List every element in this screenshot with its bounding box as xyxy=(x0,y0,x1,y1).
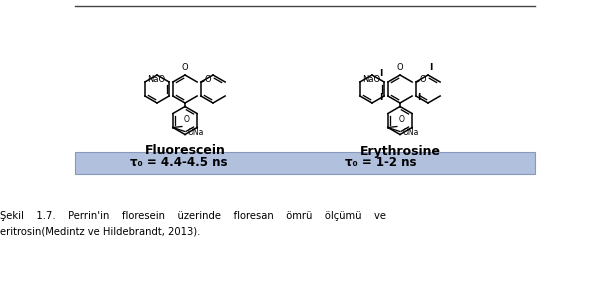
Text: ONa: ONa xyxy=(403,128,419,137)
Text: O: O xyxy=(205,76,212,85)
Text: I: I xyxy=(379,93,383,103)
Text: O: O xyxy=(182,63,188,72)
Text: I: I xyxy=(429,62,433,72)
FancyBboxPatch shape xyxy=(75,152,535,174)
Text: NaO: NaO xyxy=(147,76,165,85)
Text: eritrosin(Medintz ve Hildebrandt, 2013).: eritrosin(Medintz ve Hildebrandt, 2013). xyxy=(0,227,200,237)
Text: Erythrosine: Erythrosine xyxy=(359,145,441,158)
Text: O: O xyxy=(420,76,427,85)
Text: I: I xyxy=(417,93,420,103)
Text: I: I xyxy=(379,70,383,78)
Text: τ₀ = 4.4-4.5 ns: τ₀ = 4.4-4.5 ns xyxy=(130,156,228,170)
Text: O: O xyxy=(184,116,190,124)
Text: ONa: ONa xyxy=(188,128,204,137)
Text: Şekil    1.7.    Perrin'in    floresein    üzerinde    floresan    ömrü    ölçüm: Şekil 1.7. Perrin'in floresein üzerinde … xyxy=(0,211,386,221)
Text: Fluorescein: Fluorescein xyxy=(144,145,225,158)
Text: τ₀ = 1-2 ns: τ₀ = 1-2 ns xyxy=(345,156,417,170)
Text: NaO: NaO xyxy=(362,76,380,85)
Text: O: O xyxy=(399,116,405,124)
Text: O: O xyxy=(397,63,403,72)
